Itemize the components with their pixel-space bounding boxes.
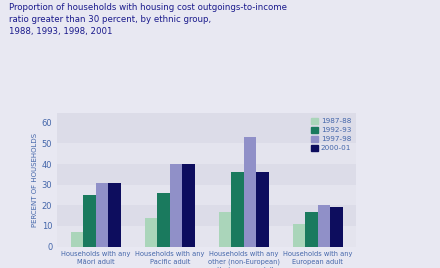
Bar — [83, 195, 96, 247]
Bar — [57, 226, 356, 247]
Bar — [244, 137, 257, 247]
Bar — [293, 224, 305, 247]
Bar — [71, 232, 83, 247]
Text: Proportion of households with housing cost outgoings-to-income
ratio greater tha: Proportion of households with housing co… — [9, 3, 287, 36]
Bar — [170, 164, 183, 247]
Bar — [330, 207, 343, 247]
Bar — [231, 172, 244, 247]
Bar — [96, 183, 109, 247]
Bar — [183, 164, 195, 247]
Bar — [145, 218, 157, 247]
Bar — [57, 143, 356, 164]
Bar — [57, 164, 356, 185]
Bar — [109, 183, 121, 247]
Bar — [305, 211, 318, 247]
Bar — [219, 211, 231, 247]
Y-axis label: PERCENT OF HOUSEHOLDS: PERCENT OF HOUSEHOLDS — [32, 133, 37, 226]
Bar — [257, 172, 269, 247]
Bar — [157, 193, 170, 247]
Bar — [57, 185, 356, 205]
Bar — [57, 205, 356, 226]
Legend: 1987-88, 1992-93, 1997-98, 2000-01: 1987-88, 1992-93, 1997-98, 2000-01 — [309, 116, 353, 152]
Bar — [318, 205, 330, 247]
Bar — [57, 123, 356, 143]
